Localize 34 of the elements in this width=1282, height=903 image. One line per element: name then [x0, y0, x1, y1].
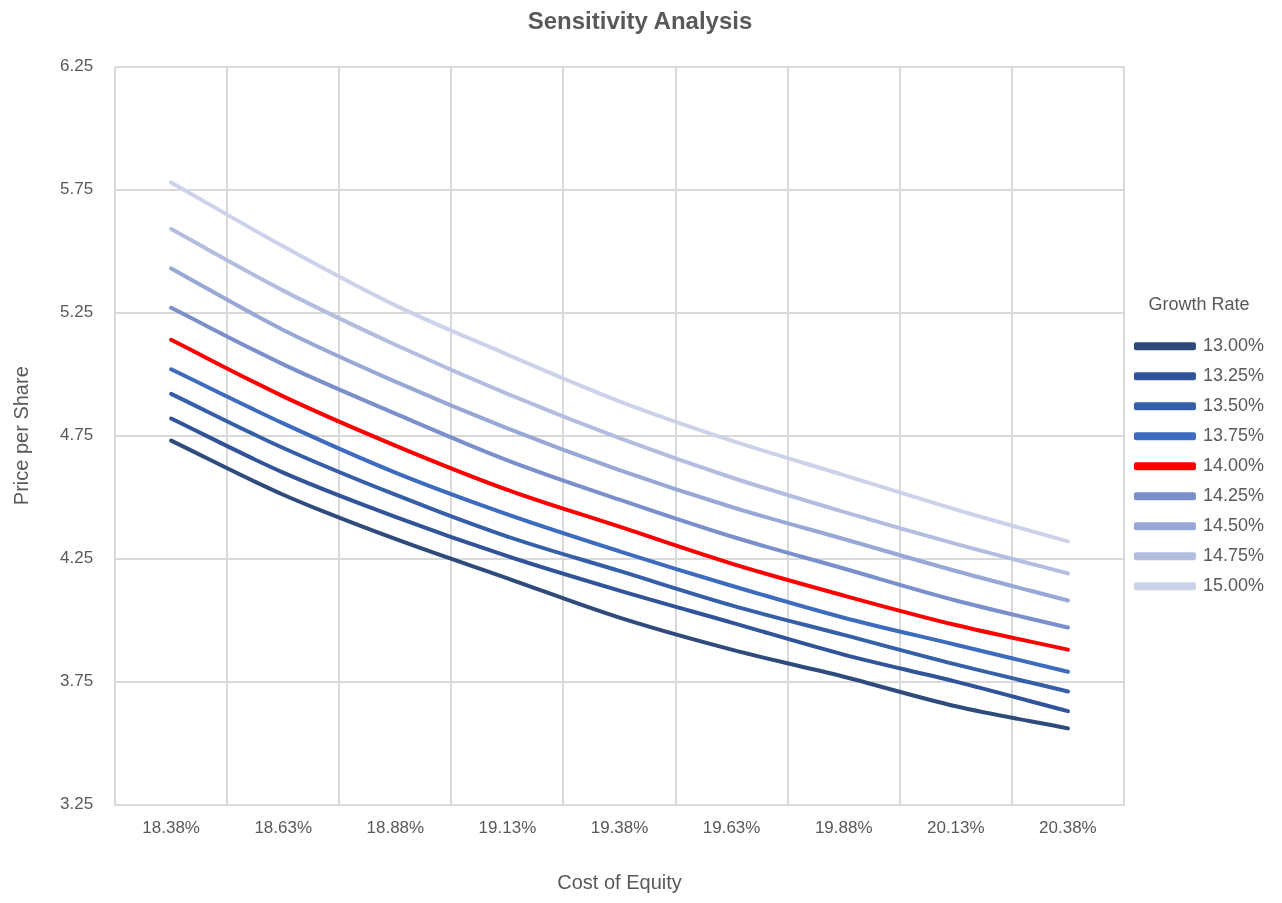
- x-tick-label: 20.13%: [926, 818, 985, 838]
- line-series: [169, 337, 1070, 652]
- legend-label: 14.75%: [1202, 545, 1265, 566]
- legend-title: Growth Rate: [1148, 293, 1250, 314]
- legend-label: 15.00%: [1202, 575, 1265, 596]
- legend-label: 13.25%: [1202, 365, 1265, 386]
- x-tick-label: 19.38%: [590, 818, 649, 838]
- legend-label: 14.00%: [1202, 455, 1265, 476]
- x-tick-label: 18.38%: [142, 818, 200, 838]
- y-tick-label: 5.75: [59, 179, 94, 199]
- y-tick-label: 5.25: [59, 302, 94, 322]
- x-tick-label: 18.63%: [254, 818, 313, 838]
- line-series: [169, 180, 1070, 544]
- y-tick-label: 3.25: [59, 794, 94, 814]
- line-series: [169, 305, 1070, 630]
- x-tick-label: 19.63%: [702, 818, 761, 838]
- x-axis-title: Cost of Equity: [557, 870, 682, 893]
- y-tick-label: 4.25: [59, 548, 94, 568]
- x-tick-label: 19.88%: [814, 818, 873, 838]
- x-tick-label: 18.88%: [366, 818, 425, 838]
- legend-label: 13.00%: [1202, 335, 1265, 356]
- y-tick-label: 3.75: [59, 671, 94, 691]
- line-series: [169, 266, 1070, 603]
- chart-title: Sensitivity Analysis: [527, 7, 753, 35]
- x-tick-label: 19.13%: [478, 818, 537, 838]
- y-tick-label: 6.25: [59, 56, 94, 76]
- legend-label: 14.50%: [1202, 515, 1265, 536]
- legend-label: 13.50%: [1202, 395, 1265, 416]
- legend-label: 14.25%: [1202, 485, 1265, 506]
- x-tick-label: 20.38%: [1039, 818, 1097, 838]
- line-series: [169, 227, 1070, 576]
- legend-label: 13.75%: [1202, 425, 1265, 446]
- y-axis-title: Price per Share: [9, 366, 32, 506]
- y-tick-label: 4.75: [59, 425, 94, 445]
